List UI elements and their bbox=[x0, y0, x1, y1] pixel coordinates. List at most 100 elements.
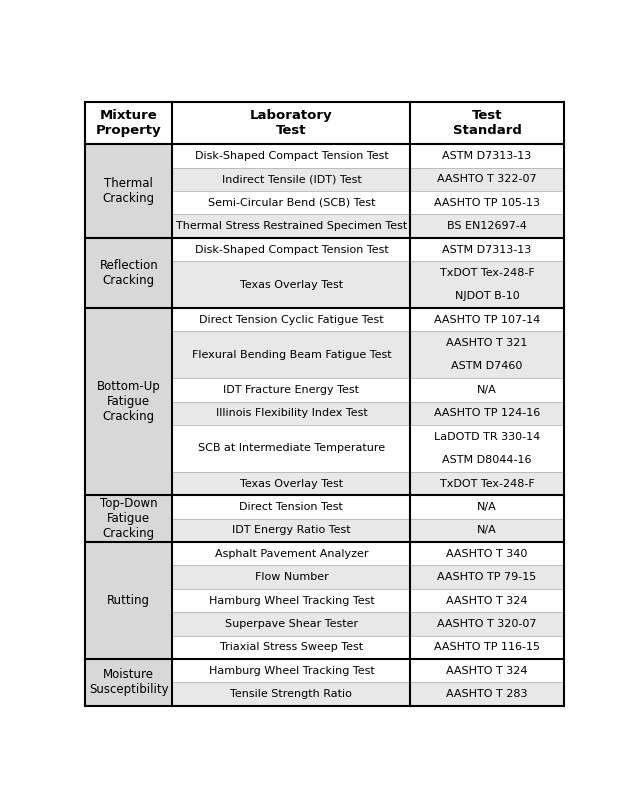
Bar bbox=[172, 682, 410, 706]
Text: BS EN12697-4: BS EN12697-4 bbox=[447, 221, 527, 231]
Text: Indirect Tensile (IDT) Test: Indirect Tensile (IDT) Test bbox=[222, 174, 361, 184]
Bar bbox=[410, 589, 563, 612]
Bar bbox=[410, 495, 563, 518]
Text: Superpave Shear Tester: Superpave Shear Tester bbox=[225, 619, 358, 629]
Text: Disk-Shaped Compact Tension Test: Disk-Shaped Compact Tension Test bbox=[194, 151, 388, 161]
Bar bbox=[410, 402, 563, 425]
Text: Test
Standard: Test Standard bbox=[453, 110, 522, 138]
Bar bbox=[410, 238, 563, 262]
Bar bbox=[172, 472, 410, 495]
Text: AASHTO T 321

ASTM D7460: AASHTO T 321 ASTM D7460 bbox=[446, 338, 528, 371]
Text: AASHTO T 324: AASHTO T 324 bbox=[446, 666, 528, 676]
Bar bbox=[172, 542, 410, 566]
Text: Tensile Strength Ratio: Tensile Strength Ratio bbox=[230, 689, 353, 699]
Text: LaDOTD TR 330-14

ASTM D8044-16: LaDOTD TR 330-14 ASTM D8044-16 bbox=[434, 432, 540, 465]
Text: Disk-Shaped Compact Tension Test: Disk-Shaped Compact Tension Test bbox=[194, 245, 388, 254]
Text: N/A: N/A bbox=[477, 502, 497, 512]
Text: Semi-Circular Bend (SCB) Test: Semi-Circular Bend (SCB) Test bbox=[208, 198, 375, 208]
Bar bbox=[410, 378, 563, 402]
Text: Direct Tension Test: Direct Tension Test bbox=[239, 502, 343, 512]
Bar bbox=[172, 214, 410, 238]
Bar bbox=[172, 102, 410, 144]
Text: Laboratory
Test: Laboratory Test bbox=[250, 110, 333, 138]
Bar bbox=[172, 566, 410, 589]
Text: TxDOT Tex-248-F: TxDOT Tex-248-F bbox=[439, 478, 534, 489]
Text: Illinois Flexibility Index Test: Illinois Flexibility Index Test bbox=[216, 408, 367, 418]
Text: AASHTO T 324: AASHTO T 324 bbox=[446, 595, 528, 606]
Bar bbox=[172, 191, 410, 214]
Text: Reflection
Cracking: Reflection Cracking bbox=[99, 259, 158, 287]
Bar bbox=[172, 308, 410, 331]
Text: Direct Tension Cyclic Fatigue Test: Direct Tension Cyclic Fatigue Test bbox=[199, 314, 384, 325]
Bar bbox=[410, 612, 563, 636]
Text: Flexural Bending Beam Fatigue Test: Flexural Bending Beam Fatigue Test bbox=[192, 350, 391, 360]
Text: AASHTO TP 116-15: AASHTO TP 116-15 bbox=[434, 642, 540, 652]
Text: AASHTO T 283: AASHTO T 283 bbox=[446, 689, 528, 699]
Text: Asphalt Pavement Analyzer: Asphalt Pavement Analyzer bbox=[215, 549, 368, 558]
Bar bbox=[410, 659, 563, 682]
Bar bbox=[410, 214, 563, 238]
Bar bbox=[410, 331, 563, 378]
Text: Flow Number: Flow Number bbox=[254, 572, 329, 582]
Bar bbox=[85, 659, 172, 706]
Text: Top-Down
Fatigue
Cracking: Top-Down Fatigue Cracking bbox=[100, 497, 158, 540]
Bar bbox=[410, 472, 563, 495]
Bar bbox=[172, 144, 410, 168]
Text: Moisture
Susceptibility: Moisture Susceptibility bbox=[89, 669, 168, 697]
Bar bbox=[172, 612, 410, 636]
Bar bbox=[172, 589, 410, 612]
Text: Thermal
Cracking: Thermal Cracking bbox=[103, 177, 155, 205]
Bar bbox=[172, 518, 410, 542]
Bar bbox=[172, 425, 410, 472]
Text: AASHTO TP 107-14: AASHTO TP 107-14 bbox=[434, 314, 540, 325]
Text: AASHTO T 340: AASHTO T 340 bbox=[446, 549, 528, 558]
Bar bbox=[410, 168, 563, 191]
Text: Texas Overlay Test: Texas Overlay Test bbox=[240, 478, 343, 489]
Bar bbox=[85, 102, 172, 144]
Text: Texas Overlay Test: Texas Overlay Test bbox=[240, 280, 343, 290]
Text: SCB at Intermediate Temperature: SCB at Intermediate Temperature bbox=[198, 443, 385, 454]
Text: Hamburg Wheel Tracking Test: Hamburg Wheel Tracking Test bbox=[208, 666, 374, 676]
Text: Rutting: Rutting bbox=[108, 594, 151, 607]
Text: ASTM D7313-13: ASTM D7313-13 bbox=[442, 151, 532, 161]
Text: ASTM D7313-13: ASTM D7313-13 bbox=[442, 245, 532, 254]
Text: IDT Fracture Energy Test: IDT Fracture Energy Test bbox=[223, 385, 360, 395]
Text: N/A: N/A bbox=[477, 526, 497, 535]
Bar bbox=[172, 331, 410, 378]
Text: Bottom-Up
Fatigue
Cracking: Bottom-Up Fatigue Cracking bbox=[97, 380, 161, 423]
Bar bbox=[410, 518, 563, 542]
Bar bbox=[410, 262, 563, 308]
Bar bbox=[410, 682, 563, 706]
Bar bbox=[85, 238, 172, 308]
Bar bbox=[410, 425, 563, 472]
Bar bbox=[172, 262, 410, 308]
Bar bbox=[85, 495, 172, 542]
Text: Hamburg Wheel Tracking Test: Hamburg Wheel Tracking Test bbox=[208, 595, 374, 606]
Text: IDT Energy Ratio Test: IDT Energy Ratio Test bbox=[232, 526, 351, 535]
Bar bbox=[410, 566, 563, 589]
Bar bbox=[172, 659, 410, 682]
Bar bbox=[410, 636, 563, 659]
Bar bbox=[410, 144, 563, 168]
Bar bbox=[172, 378, 410, 402]
Bar bbox=[172, 402, 410, 425]
Text: AASHTO T 320-07: AASHTO T 320-07 bbox=[437, 619, 537, 629]
Text: AASHTO TP 105-13: AASHTO TP 105-13 bbox=[434, 198, 540, 208]
Bar bbox=[85, 144, 172, 238]
Text: Mixture
Property: Mixture Property bbox=[96, 110, 161, 138]
Text: AASHTO TP 124-16: AASHTO TP 124-16 bbox=[434, 408, 540, 418]
Text: Triaxial Stress Sweep Test: Triaxial Stress Sweep Test bbox=[220, 642, 363, 652]
Bar bbox=[172, 168, 410, 191]
Bar bbox=[172, 238, 410, 262]
Text: N/A: N/A bbox=[477, 385, 497, 395]
Bar bbox=[172, 636, 410, 659]
Bar bbox=[172, 495, 410, 518]
Bar bbox=[410, 102, 563, 144]
Text: Thermal Stress Restrained Specimen Test: Thermal Stress Restrained Specimen Test bbox=[176, 221, 407, 231]
Text: AASHTO T 322-07: AASHTO T 322-07 bbox=[437, 174, 537, 184]
Bar bbox=[410, 308, 563, 331]
Text: AASHTO TP 79-15: AASHTO TP 79-15 bbox=[437, 572, 537, 582]
Bar bbox=[410, 191, 563, 214]
Bar bbox=[85, 308, 172, 495]
Text: TxDOT Tex-248-F

NJDOT B-10: TxDOT Tex-248-F NJDOT B-10 bbox=[439, 268, 534, 302]
